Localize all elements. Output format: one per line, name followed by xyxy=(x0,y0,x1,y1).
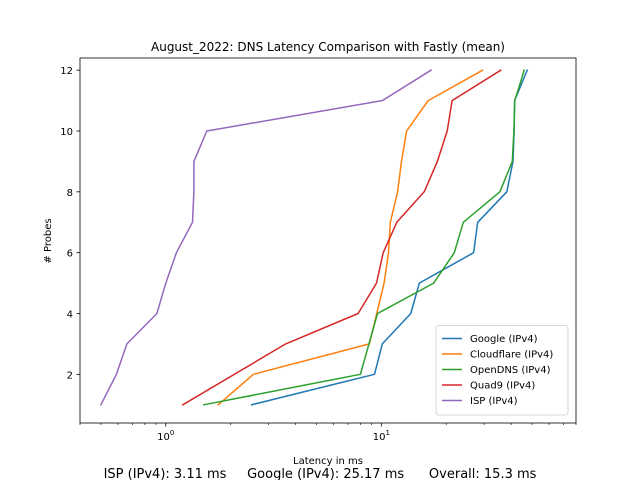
x-tick-label: 101 xyxy=(373,429,390,443)
legend-label: ISP (IPv4) xyxy=(470,396,518,407)
series-line-quad9-ipv4 xyxy=(181,69,502,406)
y-tick-label: 6 xyxy=(67,249,73,260)
series-line-opendns-ipv4 xyxy=(202,69,526,406)
footer-summary: ISP (IPv4): 3.11 ms Google (IPv4): 25.17… xyxy=(104,467,537,480)
legend-label: Google (IPv4) xyxy=(470,334,538,345)
series-line-isp-ipv4 xyxy=(99,69,433,406)
series-line-cloudflare-ipv4 xyxy=(217,69,484,406)
legend-label: Cloudflare (IPv4) xyxy=(470,350,553,361)
y-tick-label: 12 xyxy=(60,66,73,77)
y-tick-label: 2 xyxy=(67,370,73,381)
legend: Google (IPv4) Cloudflare (IPv4) OpenDNS (I… xyxy=(435,325,569,416)
chart-title: August_2022: DNS Latency Comparison with… xyxy=(151,40,505,54)
y-tick-label: 10 xyxy=(60,127,73,138)
y-tick-label: 4 xyxy=(67,310,73,321)
y-tick-label: 8 xyxy=(67,188,73,199)
x-tick-label: 100 xyxy=(157,429,174,443)
legend-label: OpenDNS (IPv4) xyxy=(470,365,551,376)
axes-frame xyxy=(79,57,577,424)
y-axis-label: # Probes xyxy=(43,218,54,263)
plot-area: 2 4 6 8 10 12 100 101 xyxy=(60,66,577,443)
legend-box xyxy=(435,325,569,416)
legend-label: Quad9 (IPv4) xyxy=(470,381,535,392)
x-axis-label: Latency in ms xyxy=(293,456,363,467)
